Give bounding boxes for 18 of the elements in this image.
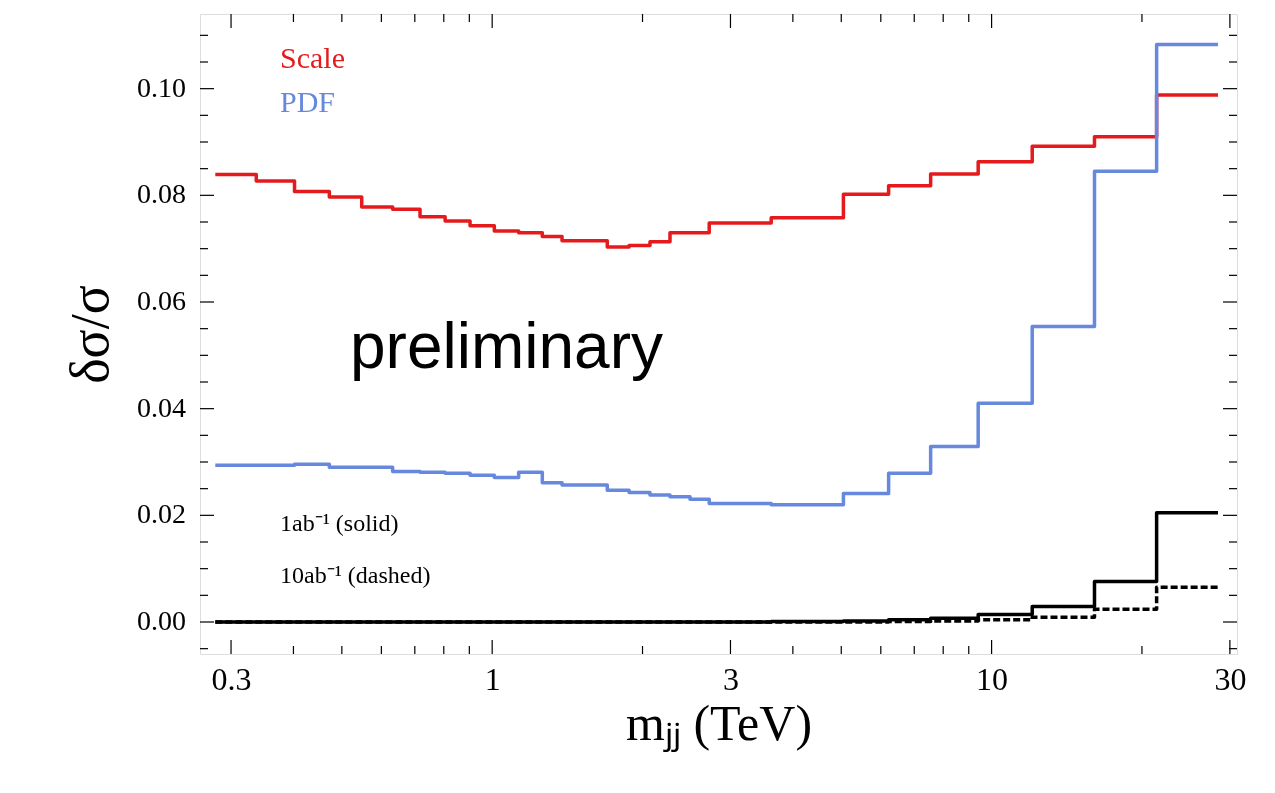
y-tick-label: 0.06: [137, 285, 186, 316]
annotation: 1ab⁻¹ (solid): [280, 510, 399, 536]
annotation: 10ab⁻¹ (dashed): [280, 562, 431, 588]
y-tick-label: 0.10: [137, 71, 186, 103]
y-tick-label: 0.02: [137, 498, 186, 530]
x-tick-label: 0.3: [211, 660, 252, 697]
text: PDF: [280, 85, 336, 118]
annotation: preliminary: [350, 310, 663, 382]
x-tick-label: 1: [484, 660, 501, 697]
y-axis-title: δσ/σ: [59, 285, 120, 384]
y-tick-label: 0.04: [137, 391, 186, 423]
x-tick-label: 30: [1214, 660, 1247, 697]
y-tick-label: 0.08: [137, 178, 186, 210]
text: Scale: [280, 41, 345, 74]
y-tick-label: 0.00: [137, 605, 186, 636]
x-tick-label: 10: [976, 660, 1009, 697]
x-axis-title: mⱼⱼ (TeV): [625, 694, 813, 752]
x-tick-label: 3: [722, 660, 739, 697]
